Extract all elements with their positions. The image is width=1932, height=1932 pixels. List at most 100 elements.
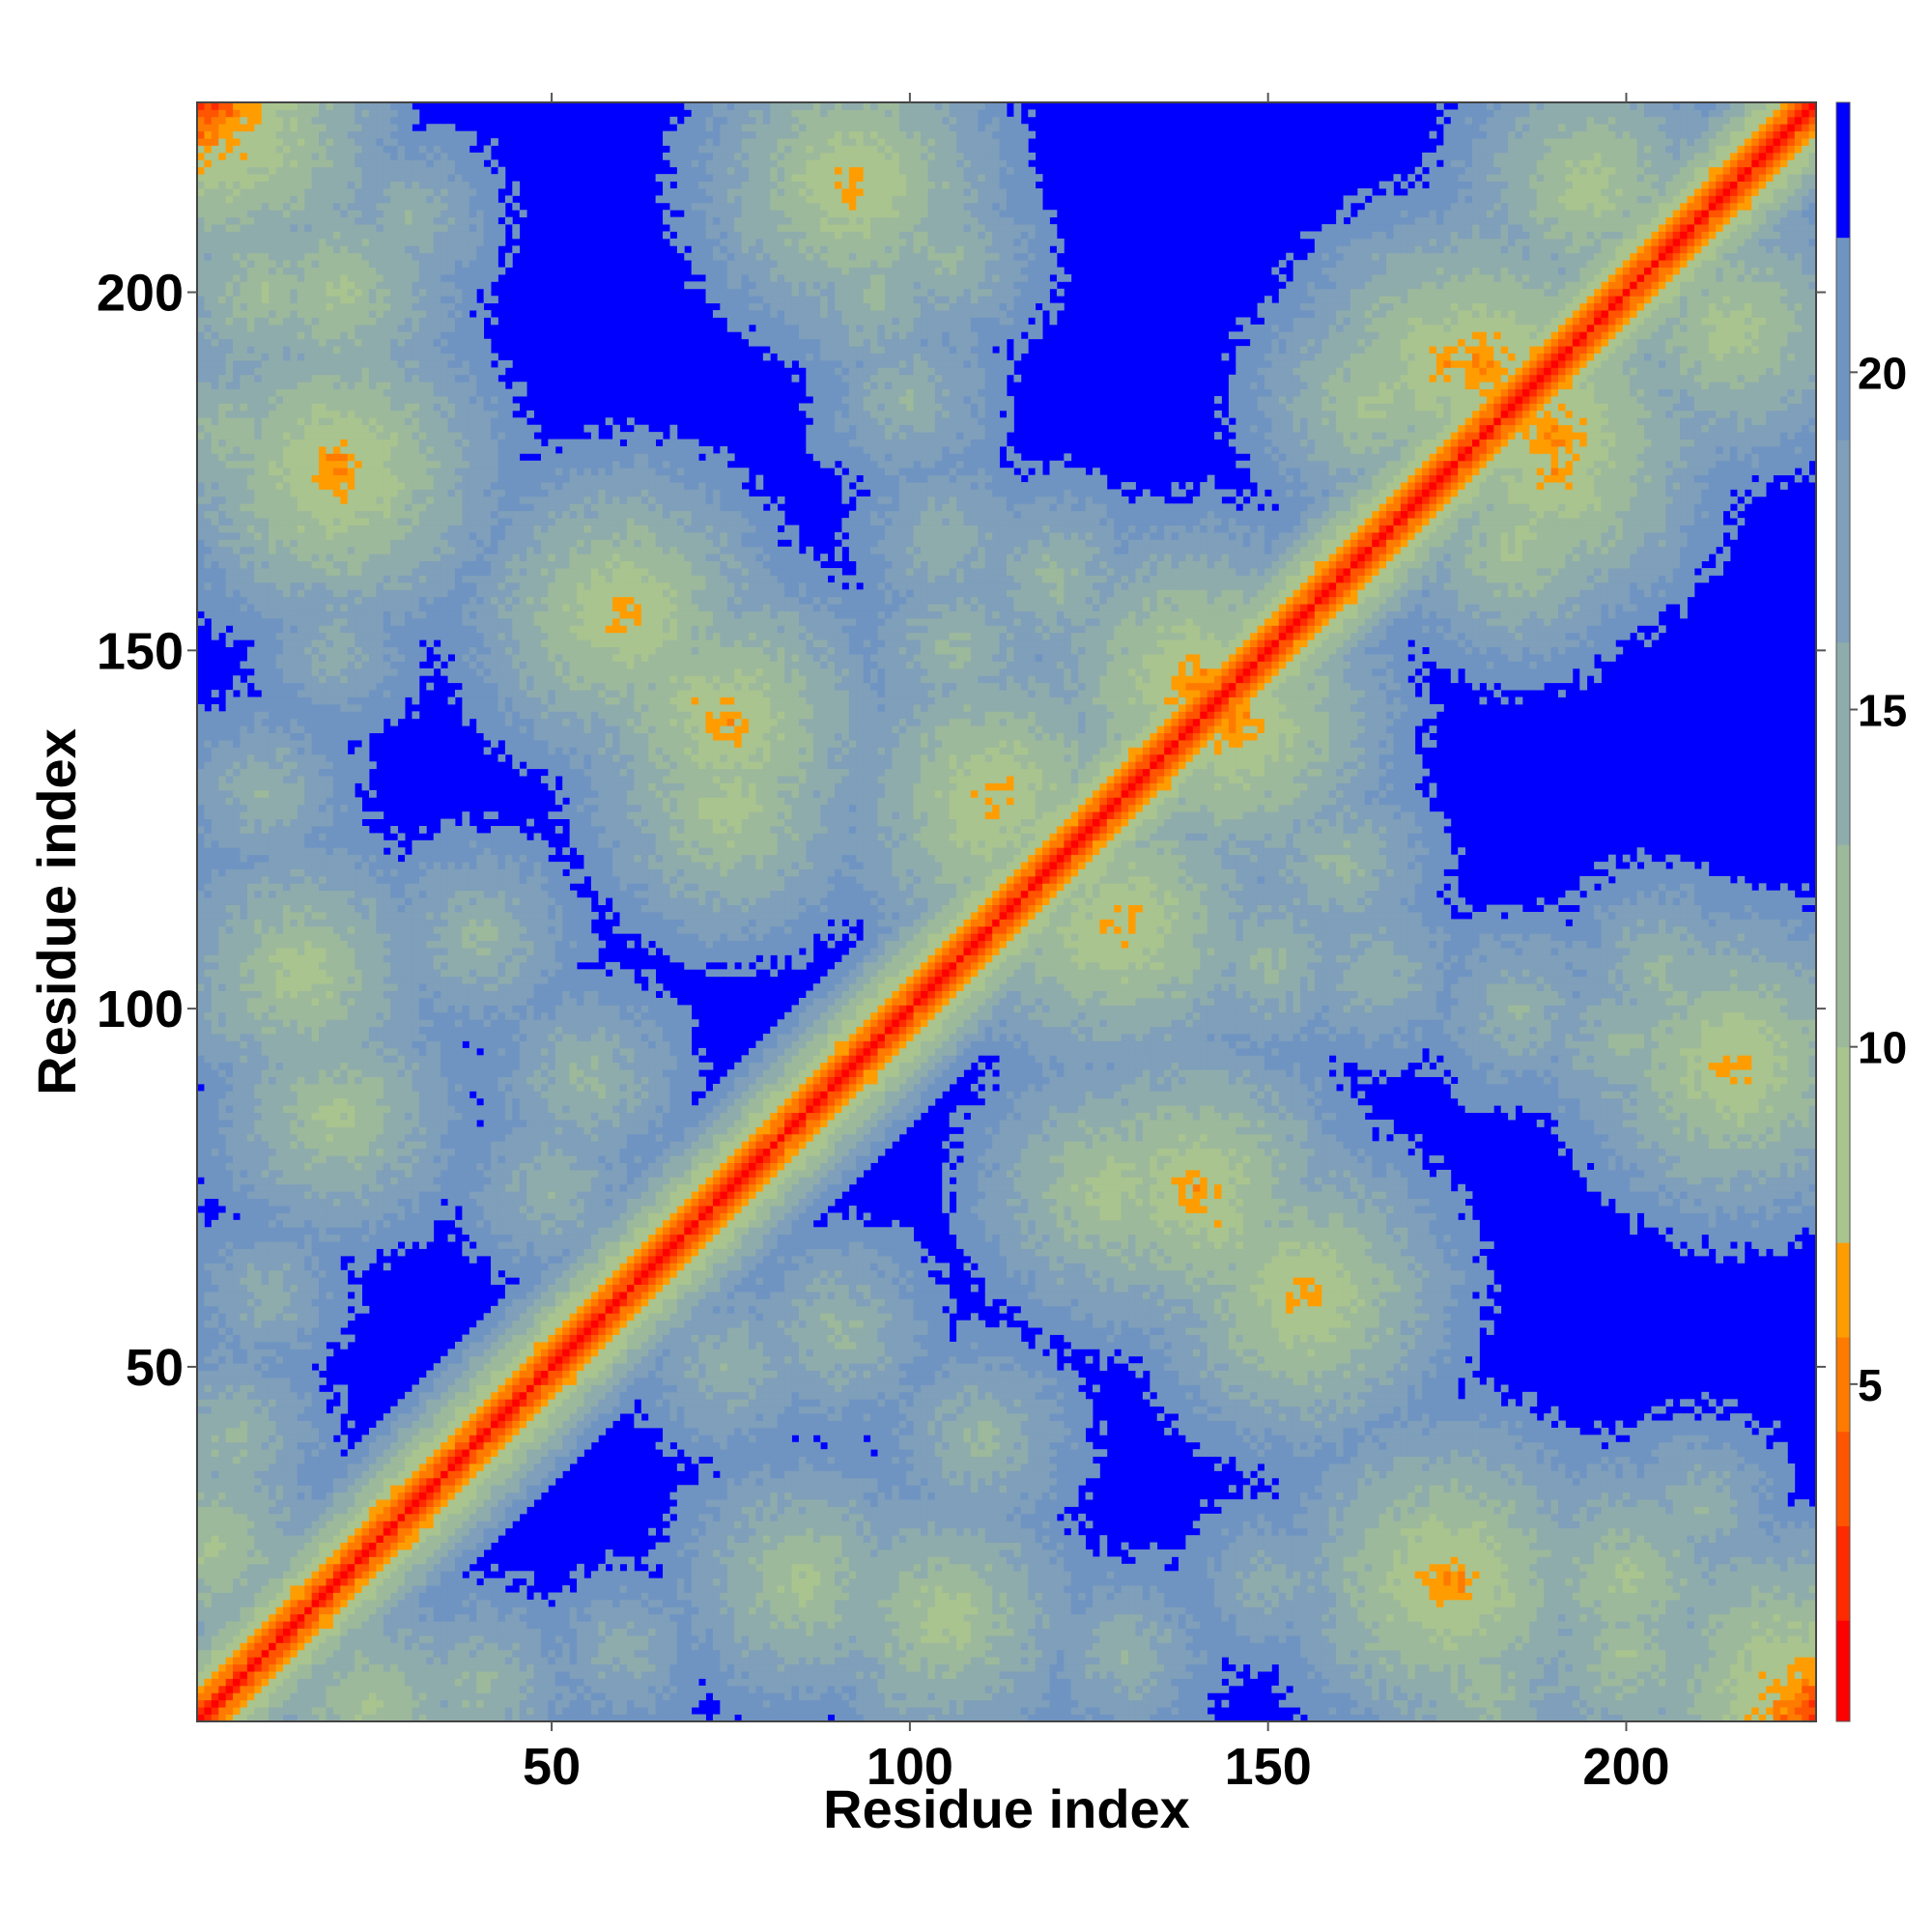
- heatmap-cell: [878, 1686, 886, 1693]
- heatmap-cell: [950, 1692, 957, 1700]
- heatmap-cell: [641, 1692, 649, 1700]
- heatmap-cell: [985, 1692, 993, 1700]
- heatmap-cell: [298, 1700, 305, 1708]
- heatmap-cell: [1300, 1686, 1308, 1693]
- heatmap-cell: [312, 1707, 320, 1715]
- heatmap-cell: [497, 1686, 505, 1693]
- heatmap-cell: [1443, 1700, 1451, 1708]
- heatmap-cell: [526, 1692, 534, 1700]
- heatmap-cell: [462, 1700, 469, 1708]
- heatmap-cell: [304, 1700, 312, 1708]
- heatmap-cell: [1135, 1700, 1143, 1708]
- heatmap-cell: [405, 1679, 412, 1687]
- heatmap-cell: [591, 1692, 599, 1700]
- heatmap-cell: [749, 1686, 756, 1693]
- heatmap-cell: [835, 1700, 842, 1708]
- heatmap-cell: [484, 1700, 492, 1708]
- heatmap-cell: [426, 1700, 434, 1708]
- heatmap-cell: [713, 1692, 721, 1700]
- heatmap-cell: [663, 1692, 670, 1700]
- heatmap-cell: [340, 1686, 348, 1693]
- heatmap-cell: [1565, 1686, 1573, 1693]
- heatmap-cell: [1050, 1707, 1058, 1715]
- heatmap-cell: [1630, 1692, 1637, 1700]
- heatmap-cell: [1508, 1700, 1516, 1708]
- heatmap-cell: [1637, 1686, 1645, 1693]
- heatmap-cell: [1150, 1707, 1157, 1715]
- heatmap-cell: [526, 1700, 534, 1708]
- heatmap-cell: [390, 1700, 398, 1708]
- heatmap-cell: [1608, 1700, 1616, 1708]
- heatmap-cell: [956, 1686, 964, 1693]
- heatmap-cell: [727, 1692, 735, 1700]
- heatmap-cell: [878, 1700, 886, 1708]
- heatmap-cell: [497, 1700, 505, 1708]
- heatmap-cell: [262, 1700, 270, 1708]
- heatmap-cell: [469, 1707, 477, 1715]
- heatmap-cell: [606, 1686, 613, 1693]
- heatmap-cell: [448, 1707, 456, 1715]
- heatmap-cell: [1436, 1692, 1444, 1700]
- heatmap-cell: [985, 1707, 993, 1715]
- heatmap-cell: [398, 1686, 406, 1693]
- heatmap-cell: [1365, 1692, 1373, 1700]
- heatmap-cell: [570, 1700, 578, 1708]
- heatmap-cell: [204, 1692, 212, 1700]
- heatmap-cell: [806, 1700, 813, 1708]
- heatmap-cell: [1357, 1686, 1365, 1693]
- heatmap-cell: [1071, 1686, 1079, 1693]
- heatmap-cell: [677, 1707, 685, 1715]
- heatmap-cell: [799, 1707, 807, 1715]
- heatmap-cell: [1602, 1692, 1609, 1700]
- heatmap-cell: [505, 1700, 513, 1708]
- heatmap-cell: [978, 1707, 985, 1715]
- heatmap-cell: [376, 1686, 384, 1693]
- heatmap-cell: [333, 1692, 341, 1700]
- heatmap-cell: [298, 1686, 305, 1693]
- heatmap-cell: [849, 1700, 857, 1708]
- heatmap-cell: [469, 1686, 477, 1693]
- heatmap-cell: [262, 1692, 270, 1700]
- heatmap-cell: [541, 1692, 549, 1700]
- heatmap-cell: [1422, 1700, 1430, 1708]
- heatmap-cell: [1321, 1692, 1329, 1700]
- heatmap-cell: [426, 1686, 434, 1693]
- heatmap-cell: [298, 1692, 305, 1700]
- heatmap-cell: [283, 1679, 291, 1687]
- heatmap-cell: [304, 1692, 312, 1700]
- heatmap-cell: [935, 1692, 943, 1700]
- heatmap-cell: [864, 1700, 871, 1708]
- heatmap-cell: [469, 1700, 477, 1708]
- heatmap-cell: [1185, 1700, 1193, 1708]
- heatmap-cell: [555, 1707, 563, 1715]
- heatmap-cell: [1443, 1686, 1451, 1693]
- heatmap-cell: [1407, 1700, 1415, 1708]
- heatmap-cell: [784, 1707, 792, 1715]
- heatmap-cell: [369, 1692, 377, 1700]
- heatmap-cell: [1407, 1707, 1415, 1715]
- heatmap-cell: [942, 1707, 950, 1715]
- heatmap-cell: [1465, 1686, 1473, 1693]
- heatmap-cell: [355, 1686, 362, 1693]
- heatmap-cell: [1042, 1700, 1050, 1708]
- heatmap-cell: [828, 1686, 836, 1693]
- heatmap-cell: [1787, 1686, 1795, 1693]
- heatmap-cell: [1774, 1686, 1781, 1693]
- heatmap-cell: [1078, 1707, 1086, 1715]
- heatmap-cell: [218, 1686, 226, 1693]
- heatmap-cell: [720, 1686, 727, 1693]
- heatmap-cell: [476, 1692, 484, 1700]
- heatmap-cell: [698, 1686, 706, 1693]
- heatmap-cell: [440, 1700, 448, 1708]
- heatmap-cell: [412, 1692, 419, 1700]
- heatmap-cell: [476, 1707, 484, 1715]
- heatmap-cell: [1680, 1692, 1688, 1700]
- heatmap-cell: [1028, 1692, 1036, 1700]
- heatmap-cell: [1350, 1707, 1358, 1715]
- heatmap-cell: [369, 1700, 377, 1708]
- heatmap-cell: [1293, 1686, 1301, 1693]
- heatmap-cell: [770, 1707, 778, 1715]
- heatmap-cell: [1307, 1707, 1315, 1715]
- heatmap-cell: [319, 1707, 327, 1715]
- heatmap-cell: [1135, 1686, 1143, 1693]
